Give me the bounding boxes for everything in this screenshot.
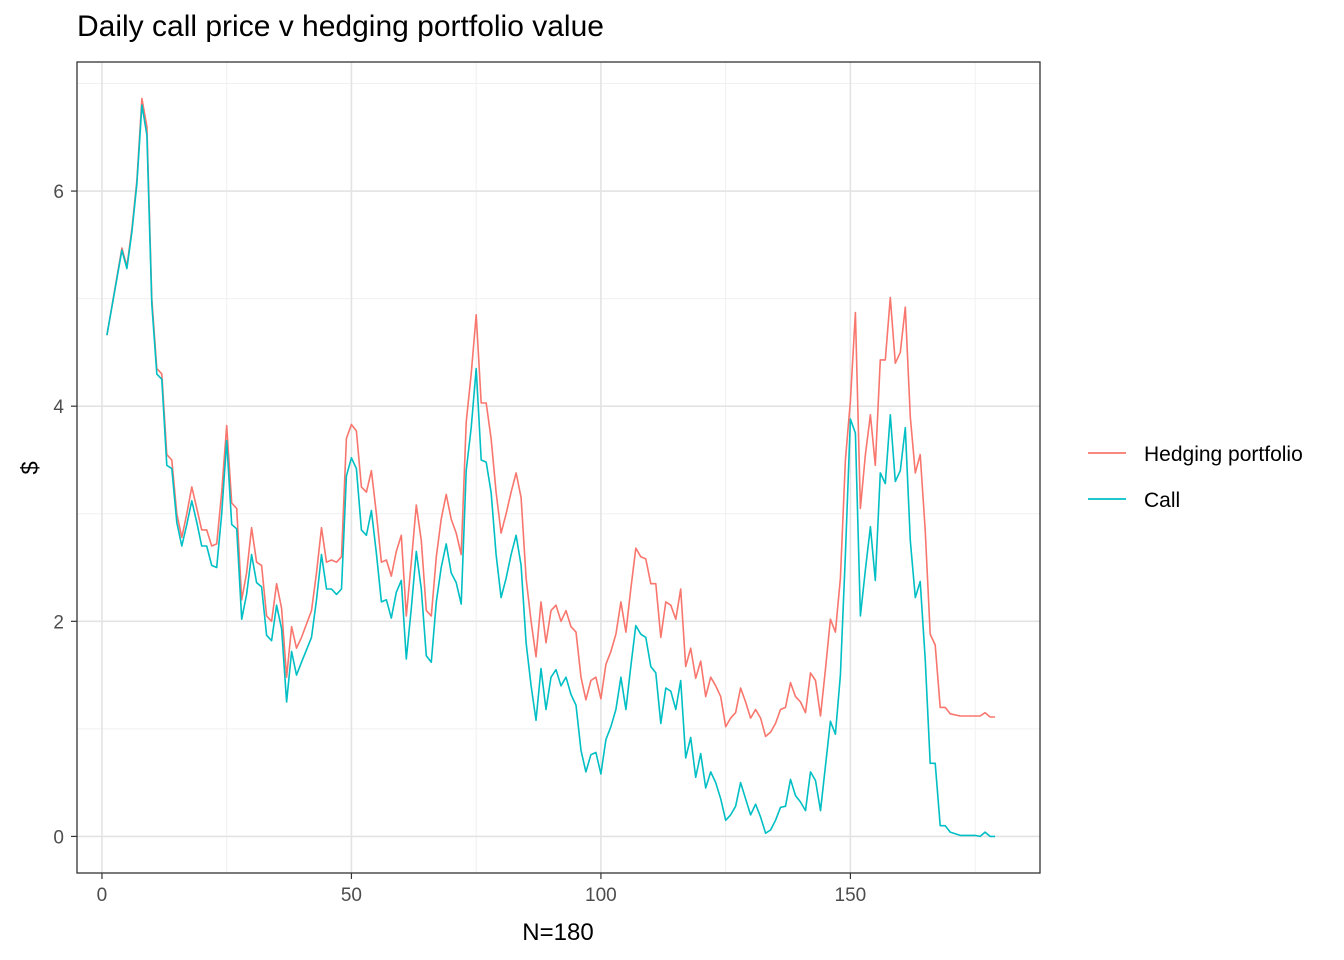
series-lines	[106, 97, 996, 838]
legend-label-call: Call	[1144, 489, 1180, 512]
x-tick-label: 100	[585, 885, 617, 906]
legend: Hedging portfolio Call	[1088, 443, 1303, 512]
major-gridlines	[77, 62, 1040, 873]
legend-label-hedging-portfolio: Hedging portfolio	[1144, 443, 1303, 466]
x-tick-label: 150	[835, 885, 867, 906]
x-tick-label: 0	[97, 885, 108, 906]
y-tick-label: 2	[53, 612, 64, 633]
axis-ticks	[71, 190, 851, 879]
minor-gridlines	[77, 62, 1040, 873]
x-tick-label: 50	[341, 885, 362, 906]
x-axis-title: N=180	[522, 919, 593, 946]
chart-title: Daily call price v hedging portfolio val…	[77, 10, 604, 43]
plot-panel-border	[76, 61, 1041, 874]
y-tick-label: 6	[53, 182, 64, 203]
hedging-portfolio-line	[106, 97, 996, 738]
call-line	[106, 104, 996, 838]
y-axis-title: $	[17, 461, 44, 474]
tick-labels: 0 50 100 150 0 2 4 6	[53, 182, 866, 906]
y-tick-label: 0	[53, 827, 64, 848]
y-tick-label: 4	[53, 397, 64, 418]
